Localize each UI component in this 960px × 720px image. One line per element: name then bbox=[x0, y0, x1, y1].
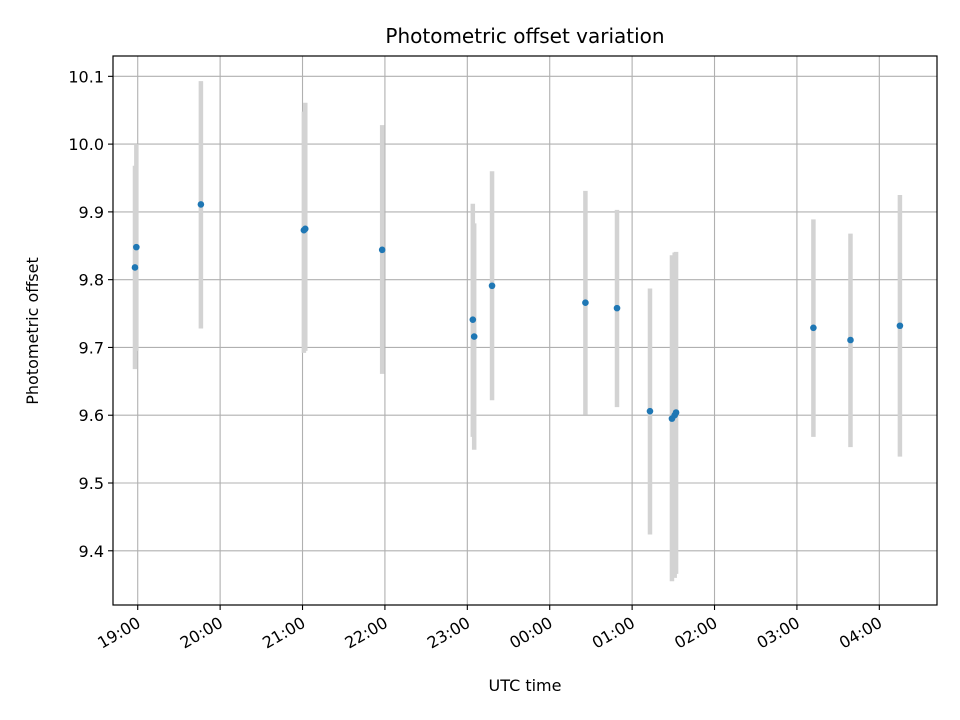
data-point bbox=[133, 243, 140, 251]
axes-frame bbox=[112, 55, 938, 606]
y-tick-label: 9.4 bbox=[79, 542, 104, 561]
y-tick-label: 10.1 bbox=[68, 67, 104, 86]
data-point bbox=[378, 246, 386, 254]
y-axis-ticks: 9.4 9.5 9.6 9.7 9.8 9.9 10.0 10.1 bbox=[68, 67, 113, 561]
data-point bbox=[470, 333, 478, 340]
y-axis-label: Photometric offset bbox=[23, 257, 42, 405]
x-axis-label: UTC time bbox=[489, 676, 562, 695]
y-tick-label: 9.7 bbox=[79, 338, 104, 357]
chart-title: Photometric offset variation bbox=[385, 24, 664, 48]
y-tick-label: 9.8 bbox=[79, 271, 104, 290]
y-tick-label: 9.9 bbox=[79, 203, 104, 222]
data-point bbox=[469, 316, 477, 323]
data-point bbox=[613, 304, 621, 312]
data-point bbox=[582, 299, 589, 307]
y-tick-label: 9.5 bbox=[79, 474, 104, 493]
y-tick-label: 10.0 bbox=[68, 135, 104, 154]
data-point bbox=[197, 201, 205, 208]
grid bbox=[113, 56, 937, 605]
data-point bbox=[810, 324, 817, 332]
data-point bbox=[488, 282, 496, 290]
data-points bbox=[131, 201, 904, 422]
data-point bbox=[131, 264, 139, 271]
data-point bbox=[646, 407, 654, 415]
plot-area bbox=[113, 56, 937, 605]
data-point bbox=[301, 225, 309, 233]
data-point bbox=[672, 409, 680, 416]
data-point bbox=[847, 336, 854, 344]
data-point bbox=[896, 322, 904, 330]
y-tick-label: 9.6 bbox=[79, 406, 104, 425]
